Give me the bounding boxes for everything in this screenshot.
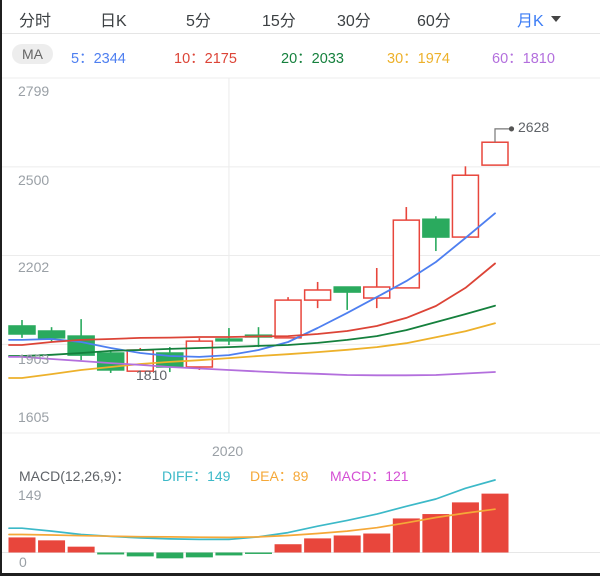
y-axis-label: 1903 — [18, 351, 50, 367]
macd-dea-label: DEA：89 — [250, 468, 309, 484]
tab-monthly-k[interactable]: 月K — [517, 7, 561, 31]
y-axis-label: 2799 — [18, 83, 50, 99]
y-axis-label: 2202 — [18, 259, 50, 275]
low-price-label: 1810 — [136, 367, 168, 383]
macd-diff-label: DIFF：149 — [162, 468, 231, 484]
last-price-label: 2628 — [518, 119, 550, 135]
ma60-legend: 60：1810 — [492, 51, 555, 67]
y-axis-label: 1605 — [18, 409, 50, 425]
tab-5min[interactable]: 5分 — [186, 13, 211, 30]
macd-formula-label: MACD(12,26,9)： — [19, 468, 131, 484]
ma30-legend: 30：1974 — [387, 51, 450, 67]
macd-scale-max: 149 — [18, 487, 42, 503]
y-axis-label: 2500 — [18, 172, 50, 188]
tab-15min[interactable]: 15分 — [262, 13, 296, 30]
ma-badge: MA — [12, 44, 53, 64]
tab-60min[interactable]: 60分 — [417, 13, 451, 30]
period-toolbar: 分时 日K 5分 15分 30分 60分 月K — [2, 0, 600, 34]
tab-timeshare[interactable]: 分时 — [19, 13, 52, 30]
x-axis-label-2020: 2020 — [212, 443, 244, 459]
tab-monthly-k-label: 月K — [517, 13, 544, 30]
tab-daily-k[interactable]: 日K — [100, 13, 127, 30]
macd-macd-label: MACD：121 — [330, 468, 409, 484]
ma10-legend: 10：2175 — [174, 51, 237, 67]
macd-scale-zero: 0 — [19, 554, 27, 570]
caret-down-icon — [550, 16, 561, 22]
ma5-legend: 5：2344 — [71, 51, 126, 67]
ma20-legend: 20：2033 — [281, 51, 344, 67]
tab-30min[interactable]: 30分 — [337, 13, 371, 30]
